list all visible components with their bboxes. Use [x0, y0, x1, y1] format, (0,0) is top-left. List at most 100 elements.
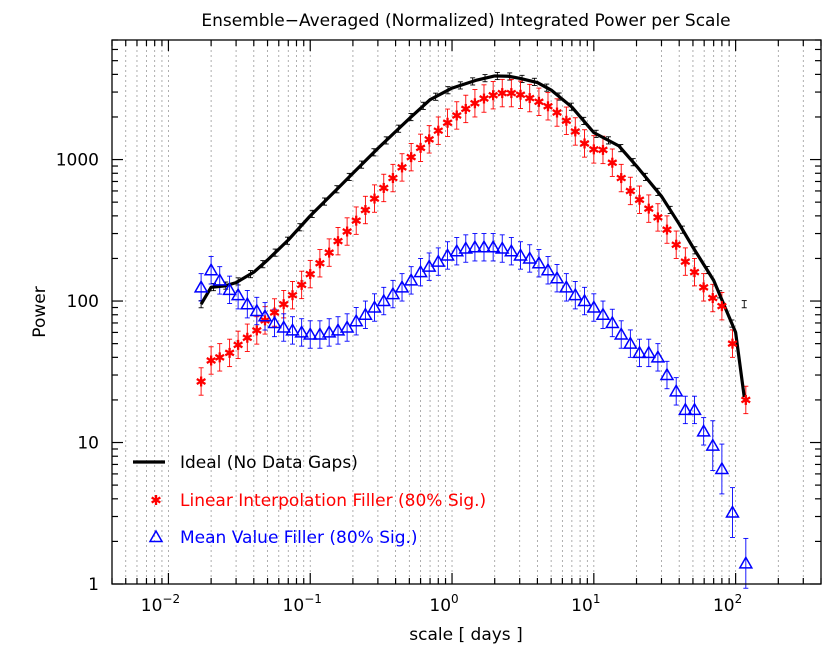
data-point-blue [623, 336, 638, 349]
data-point-blue [467, 239, 483, 253]
data-point-red [740, 394, 751, 405]
data-point-blue [485, 239, 501, 253]
data-point-blue [285, 322, 300, 336]
data-point-red [634, 194, 645, 205]
data-point-blue [230, 287, 246, 301]
data-point-red [598, 144, 608, 155]
data-point-blue [193, 279, 209, 293]
data-point-red [662, 224, 672, 235]
data-point-red [716, 301, 727, 312]
data-point-red [607, 157, 618, 168]
x-tick-label: 10−2 [141, 592, 180, 616]
data-point-blue [330, 322, 346, 336]
x-tick-label: 10−1 [283, 592, 322, 616]
data-point-red [460, 103, 471, 114]
data-point-red [643, 203, 654, 214]
data-point-red [625, 185, 636, 196]
data-point-red [579, 138, 590, 149]
data-point-red [707, 293, 718, 304]
data-point-red [727, 338, 738, 349]
data-point-red [543, 101, 553, 112]
data-point-red [671, 239, 682, 250]
y-tick-label: 1 [88, 575, 99, 595]
data-point-red [224, 347, 235, 358]
data-point-red [206, 355, 217, 366]
legend-label: Ideal (No Data Gaps) [180, 453, 358, 473]
data-point-blue [714, 461, 730, 475]
data-point-red [497, 88, 508, 99]
data-point-red [251, 325, 262, 336]
data-point-blue [222, 282, 237, 296]
series-mean-value [193, 239, 754, 569]
data-point-blue [494, 241, 510, 254]
data-point-red [233, 339, 244, 350]
data-point-red [278, 299, 289, 310]
data-point-blue [449, 243, 465, 257]
x-axis-title: scale [ days ] [409, 625, 522, 645]
data-point-blue [705, 438, 721, 451]
data-point-red [506, 88, 517, 99]
data-point-blue [513, 247, 528, 261]
data-point-red [406, 152, 417, 163]
data-point-blue [430, 254, 446, 267]
data-point-blue [257, 308, 273, 322]
data-point-blue [403, 272, 419, 286]
data-point-blue [567, 287, 583, 301]
data-point-blue [678, 402, 693, 416]
data-point-blue [476, 239, 492, 253]
y-tick-label: 1000 [56, 151, 99, 171]
data-point-red [360, 205, 371, 216]
data-point-red [570, 126, 581, 137]
data-point-blue [531, 255, 547, 269]
data-point-red [369, 193, 380, 204]
data-point-red [397, 162, 407, 173]
data-point-red [433, 125, 444, 136]
series-linear-interpolation [196, 88, 751, 405]
data-point-red [415, 142, 426, 153]
data-point-blue [522, 250, 537, 264]
x-tick-label: 102 [713, 592, 742, 616]
data-point-blue [549, 270, 565, 284]
data-point-blue [203, 262, 219, 276]
data-point-red [424, 134, 435, 145]
data-point-blue [321, 324, 337, 338]
data-point-blue [586, 300, 602, 313]
legend: Ideal (No Data Gaps) Linear Interpolation… [133, 453, 486, 548]
y-axis-title: Power [30, 286, 50, 337]
legend-label: Linear Interpolation Filler (80% Sig.) [180, 491, 486, 511]
legend-label: Mean Value Filler (80% Sig.) [180, 528, 418, 548]
data-point-blue [367, 300, 382, 313]
data-point-blue [540, 262, 556, 276]
x-tick-label: 100 [429, 592, 458, 616]
data-point-red [552, 107, 562, 118]
data-point-blue [577, 293, 592, 307]
data-point-red [342, 226, 353, 237]
data-point-blue [385, 286, 401, 300]
legend-swatch-linear [151, 495, 161, 505]
data-point-red [196, 376, 207, 387]
data-point-red [324, 247, 335, 258]
data-point-red [524, 93, 535, 104]
data-point-blue [312, 327, 328, 340]
ideal-line [199, 74, 746, 398]
data-point-blue [605, 315, 620, 329]
data-point-blue [267, 315, 282, 329]
data-point-blue [376, 293, 392, 307]
data-point-red [698, 282, 709, 293]
data-point-red [616, 173, 627, 184]
data-point-blue [276, 319, 291, 333]
data-point-red [305, 269, 316, 280]
data-point-red [451, 110, 462, 121]
series-ideal [199, 74, 746, 398]
grid-lines [111, 40, 822, 584]
data-point-blue [696, 423, 711, 437]
data-point-blue [339, 319, 355, 333]
data-point-blue [294, 324, 309, 338]
data-point-blue [458, 241, 474, 254]
x-tick-label: 101 [571, 592, 600, 616]
data-point-red [442, 117, 453, 128]
data-point-red [378, 182, 389, 193]
data-point-red [652, 212, 663, 223]
data-point-blue [668, 383, 684, 397]
